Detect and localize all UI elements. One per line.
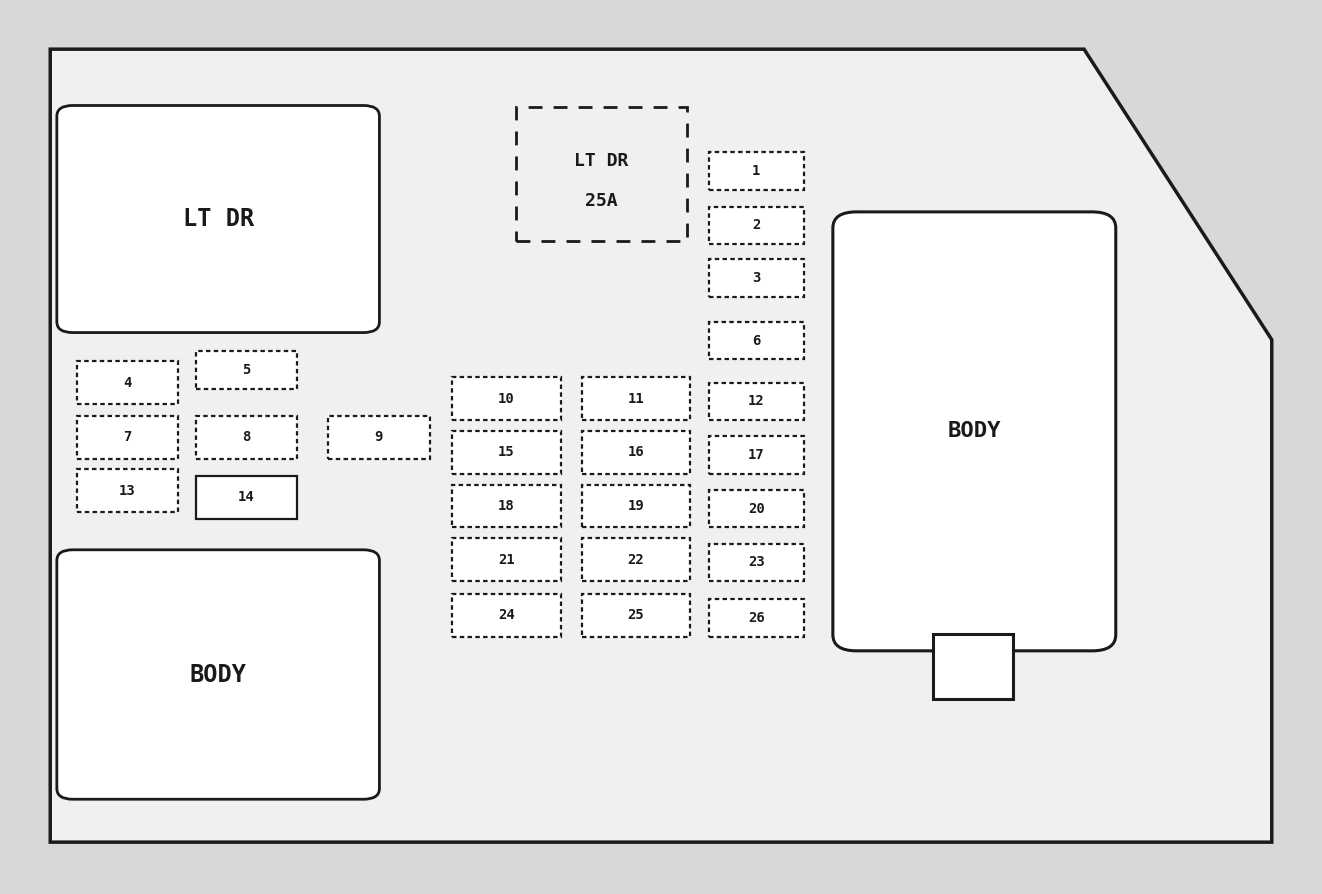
- Text: 21: 21: [498, 552, 514, 567]
- Text: 24: 24: [498, 608, 514, 622]
- Bar: [77, 416, 178, 459]
- Bar: [582, 538, 690, 581]
- Text: 20: 20: [748, 502, 764, 516]
- Bar: [77, 361, 178, 404]
- Text: 10: 10: [498, 392, 514, 406]
- Text: 8: 8: [242, 430, 251, 444]
- Text: LT DR: LT DR: [182, 207, 254, 231]
- Bar: [582, 377, 690, 420]
- Text: 9: 9: [374, 430, 383, 444]
- Bar: [196, 416, 297, 459]
- Bar: [709, 207, 804, 244]
- Bar: [582, 431, 690, 474]
- FancyBboxPatch shape: [57, 550, 379, 799]
- Bar: [196, 476, 297, 519]
- Text: 15: 15: [498, 445, 514, 460]
- Text: 2: 2: [752, 218, 760, 232]
- Text: 23: 23: [748, 555, 764, 569]
- Text: 1: 1: [752, 164, 760, 178]
- Text: 25: 25: [628, 608, 644, 622]
- Text: 22: 22: [628, 552, 644, 567]
- Bar: [328, 416, 430, 459]
- Text: 11: 11: [628, 392, 644, 406]
- Text: 3: 3: [752, 271, 760, 285]
- Polygon shape: [50, 49, 1272, 842]
- Bar: [196, 351, 297, 389]
- Text: BODY: BODY: [189, 662, 247, 687]
- Bar: [452, 594, 561, 637]
- Text: 18: 18: [498, 499, 514, 513]
- Bar: [77, 469, 178, 512]
- Text: 5: 5: [242, 363, 251, 377]
- Bar: [452, 538, 561, 581]
- Text: 4: 4: [123, 375, 132, 390]
- Bar: [709, 544, 804, 581]
- Text: 7: 7: [123, 430, 132, 444]
- Bar: [709, 436, 804, 474]
- Bar: [709, 383, 804, 420]
- Bar: [452, 377, 561, 420]
- Bar: [933, 634, 1013, 699]
- Bar: [709, 322, 804, 359]
- FancyBboxPatch shape: [57, 105, 379, 333]
- FancyBboxPatch shape: [833, 212, 1116, 651]
- Bar: [709, 259, 804, 297]
- Bar: [709, 152, 804, 190]
- Text: 14: 14: [238, 490, 255, 504]
- Bar: [452, 485, 561, 527]
- Bar: [582, 594, 690, 637]
- Bar: [709, 599, 804, 637]
- Bar: [582, 485, 690, 527]
- Text: 17: 17: [748, 448, 764, 462]
- Text: 12: 12: [748, 394, 764, 409]
- Bar: [709, 490, 804, 527]
- Text: BODY: BODY: [948, 421, 1001, 442]
- Bar: [516, 107, 687, 241]
- Text: 6: 6: [752, 333, 760, 348]
- Bar: [452, 431, 561, 474]
- Text: LT DR: LT DR: [574, 152, 629, 170]
- Text: 13: 13: [119, 484, 136, 498]
- Text: 25A: 25A: [586, 192, 617, 210]
- Text: 19: 19: [628, 499, 644, 513]
- Text: 16: 16: [628, 445, 644, 460]
- Text: 26: 26: [748, 611, 764, 625]
